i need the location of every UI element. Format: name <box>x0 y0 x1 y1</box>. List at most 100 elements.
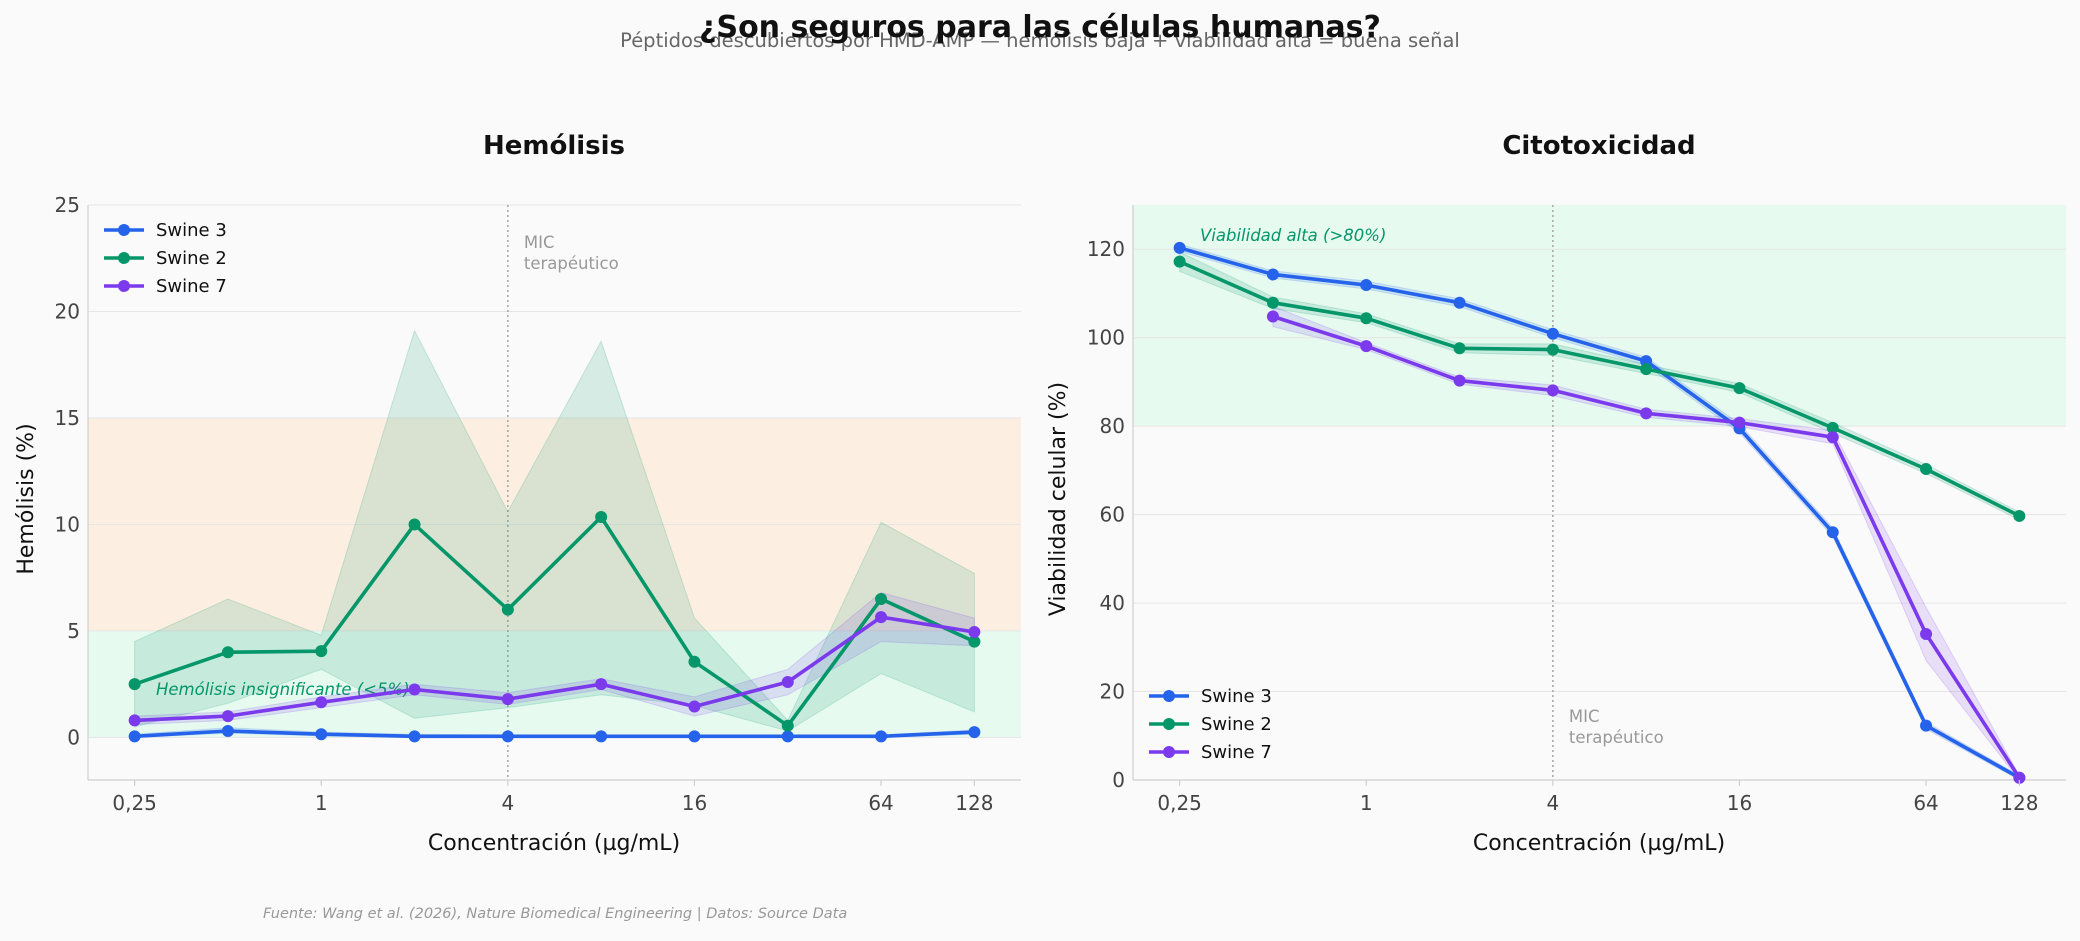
legend-label: Swine 7 <box>156 276 227 297</box>
data-point <box>968 635 981 648</box>
series-line-swine-2 <box>134 515 976 728</box>
y-tick-label: 120 <box>1087 237 1125 261</box>
data-point <box>1546 327 1559 340</box>
y-tick-label: 0 <box>1112 768 1125 792</box>
series-ci-swine-2 <box>134 329 975 732</box>
data-point <box>1546 343 1559 356</box>
data-point <box>1733 382 1746 395</box>
series-line-swine-2 <box>1178 259 2021 518</box>
y-tick-label: 60 <box>1100 503 1125 527</box>
data-point <box>595 730 608 743</box>
x-tick-label: 64 <box>1913 791 1938 815</box>
data-point <box>1453 374 1466 387</box>
data-point <box>1640 407 1653 420</box>
data-point <box>221 646 234 659</box>
data-point <box>595 510 608 523</box>
legend-swatch-marker <box>1163 746 1175 758</box>
panel-title: Hemólisis <box>483 131 625 161</box>
data-point <box>1733 416 1746 429</box>
panel-title: Citotoxicidad <box>1502 131 1695 161</box>
data-point <box>1173 255 1186 268</box>
data-point <box>688 730 701 743</box>
data-point <box>128 730 141 743</box>
data-point <box>315 645 328 658</box>
data-point <box>875 730 888 743</box>
mic-label-line2: terapéutico <box>1569 728 1664 747</box>
data-point <box>968 726 981 739</box>
x-tick-label: 64 <box>868 791 893 815</box>
x-axis-label: Concentración (µg/mL) <box>1473 831 1725 856</box>
band-annotation: Viabilidad alta (>80%) <box>1200 226 1386 245</box>
data-point <box>1546 384 1559 397</box>
data-point <box>221 725 234 738</box>
threshold-band-0 <box>1133 205 2066 427</box>
y-tick-label: 100 <box>1087 326 1125 350</box>
mic-label-line1: MIC <box>1569 707 1600 726</box>
data-point <box>1453 296 1466 309</box>
y-tick-label: 20 <box>1100 680 1125 704</box>
figure-subtitle: Péptidos descubiertos por HMD-AMP — hemó… <box>620 29 1460 52</box>
legend-label: Swine 3 <box>1201 686 1272 707</box>
data-point <box>1266 296 1279 309</box>
y-tick-label: 40 <box>1100 591 1125 615</box>
data-point <box>2013 771 2026 784</box>
legend-swatch-marker <box>1163 690 1175 702</box>
mic-label-line2: terapéutico <box>524 254 619 273</box>
series-line-swine-7 <box>134 615 975 723</box>
data-point <box>1360 312 1373 325</box>
y-tick-label: 10 <box>55 512 80 536</box>
y-axis-label: Hemólisis (%) <box>14 423 39 574</box>
x-tick-label: 0,25 <box>1157 791 1202 815</box>
data-point <box>128 678 141 691</box>
legend-label: Swine 3 <box>156 220 227 241</box>
data-point <box>221 710 234 723</box>
y-tick-label: 25 <box>55 193 80 217</box>
data-point <box>501 603 514 616</box>
x-tick-label: 16 <box>682 791 707 815</box>
legend-swatch-marker <box>118 252 130 264</box>
data-point <box>688 700 701 713</box>
series-line-swine-3 <box>1179 246 2021 780</box>
data-point <box>1920 719 1933 732</box>
x-tick-label: 16 <box>1727 791 1752 815</box>
y-tick-label: 0 <box>67 725 80 749</box>
series-line-swine-3 <box>134 729 975 739</box>
data-point <box>1920 463 1933 476</box>
data-point <box>315 696 328 709</box>
threshold-band-0 <box>88 630 1021 738</box>
data-point <box>408 730 421 743</box>
data-point <box>781 730 794 743</box>
data-point <box>315 728 328 741</box>
legend-label: Swine 2 <box>156 248 227 269</box>
x-tick-label: 4 <box>1546 791 1559 815</box>
data-point <box>1826 526 1839 539</box>
data-point <box>875 592 888 605</box>
x-tick-label: 1 <box>315 791 328 815</box>
x-tick-label: 1 <box>1360 791 1373 815</box>
data-point <box>408 518 421 531</box>
data-point <box>968 625 981 638</box>
data-point <box>781 719 794 732</box>
x-tick-label: 128 <box>2000 791 2038 815</box>
data-point <box>128 714 141 727</box>
mic-label-line1: MIC <box>524 233 555 252</box>
data-point <box>1826 431 1839 444</box>
data-point <box>1173 241 1186 254</box>
x-axis-label: Concentración (µg/mL) <box>428 831 680 856</box>
data-point <box>1360 340 1373 353</box>
y-tick-label: 80 <box>1100 414 1125 438</box>
data-point <box>781 676 794 689</box>
y-tick-label: 15 <box>55 406 80 430</box>
chart-1: MIC terapéutico Viabilidad alta (>80%) 0,25… <box>1046 131 2066 856</box>
x-tick-label: 4 <box>501 791 514 815</box>
data-point <box>501 693 514 706</box>
x-tick-label: 128 <box>955 791 993 815</box>
data-point <box>1266 310 1279 323</box>
legend-swatch-marker <box>1163 718 1175 730</box>
legend-label: Swine 2 <box>1201 714 1272 735</box>
data-point <box>1920 628 1933 641</box>
band-annotation: Hemólisis insignificante (<5%) <box>156 680 410 699</box>
legend-swatch-marker <box>118 224 130 236</box>
data-point <box>875 611 888 624</box>
